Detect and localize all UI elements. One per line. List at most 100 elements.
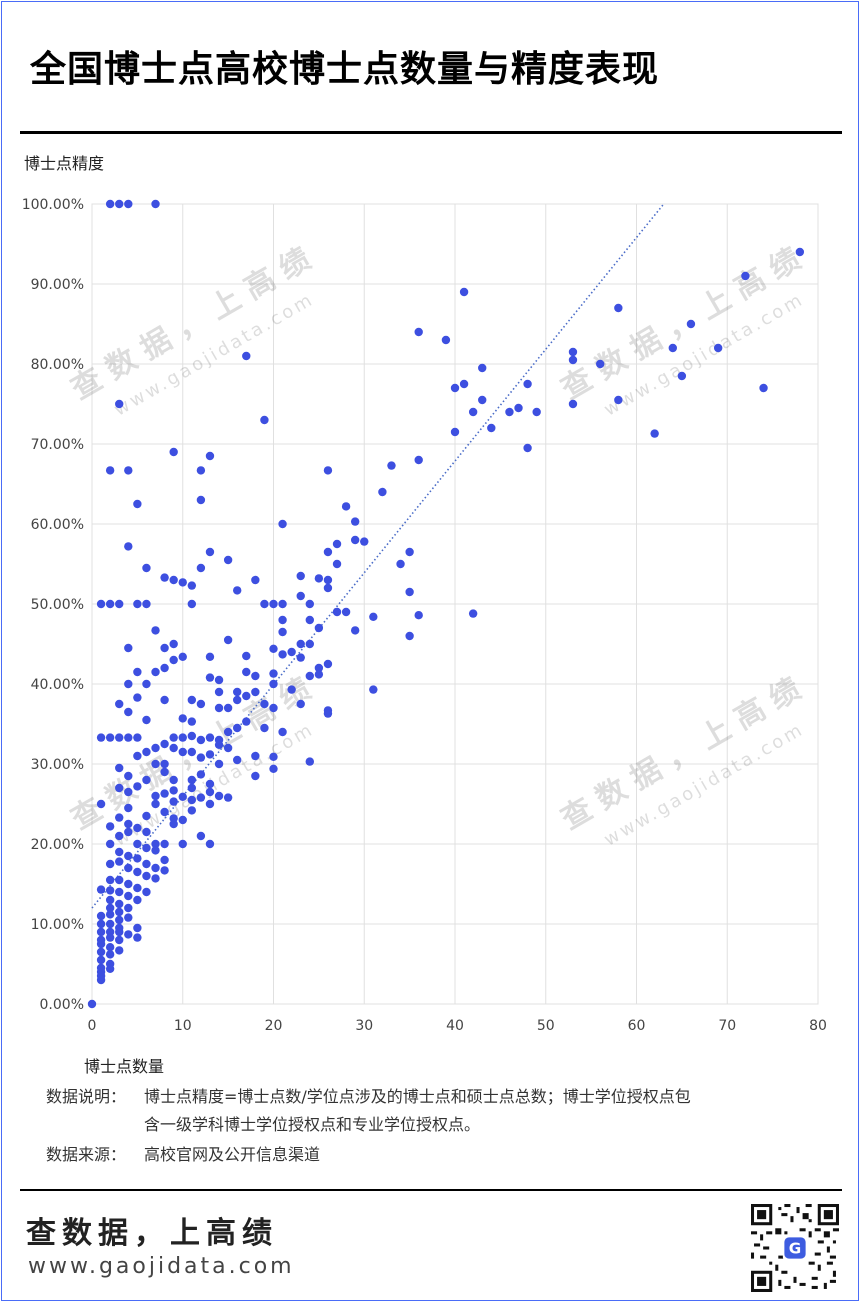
- title-divider: [20, 131, 842, 134]
- data-point: [387, 461, 396, 470]
- data-point: [468, 407, 478, 417]
- data-point: [115, 899, 124, 909]
- data-point: [205, 547, 215, 557]
- data-point: [187, 747, 197, 757]
- data-point: [614, 395, 623, 405]
- data-point: [151, 759, 160, 769]
- data-point: [169, 775, 178, 785]
- data-point: [341, 607, 351, 617]
- data-point: [305, 599, 314, 609]
- data-point: [105, 859, 115, 869]
- x-axis-label: 博士点数量: [84, 1057, 165, 1076]
- data-point: [568, 399, 578, 409]
- data-point: [305, 639, 314, 649]
- data-point: [596, 359, 605, 369]
- data-point: [178, 652, 187, 661]
- data-point: [151, 799, 160, 809]
- data-point: [187, 775, 197, 785]
- data-point: [169, 743, 178, 753]
- data-point: [142, 679, 151, 689]
- y-tick-label: 30.00%: [31, 757, 84, 773]
- data-point: [124, 787, 133, 797]
- data-point: [115, 699, 124, 709]
- data-point: [332, 539, 342, 549]
- data-point: [160, 807, 169, 817]
- data-point: [260, 723, 269, 733]
- data-source: 数据来源： 高校官网及公开信息渠道: [46, 1141, 320, 1169]
- data-point: [178, 578, 187, 587]
- trendline-path: [91, 203, 665, 909]
- data-point: [124, 891, 133, 901]
- x-tick-label: 0: [88, 1018, 97, 1034]
- data-point: [187, 599, 197, 609]
- data-point: [287, 647, 296, 657]
- data-point: [223, 727, 233, 737]
- data-point: [686, 319, 696, 329]
- data-point: [251, 751, 260, 761]
- data-point: [269, 599, 278, 609]
- data-point: [96, 599, 106, 609]
- data-point: [124, 879, 133, 889]
- data-point: [133, 782, 142, 791]
- data-point: [160, 767, 169, 777]
- data-point: [187, 783, 197, 793]
- data-point: [205, 799, 215, 809]
- data-point: [115, 199, 124, 209]
- data-point: [142, 843, 151, 853]
- x-tick-labels: 0 10 20 30 40 50 60 70 80: [88, 1018, 827, 1034]
- data-point: [133, 667, 142, 677]
- data-point: [169, 447, 178, 457]
- y-tick-label: 80.00%: [31, 357, 84, 373]
- data-point: [205, 733, 215, 742]
- data-point: [305, 615, 314, 625]
- data-point: [96, 911, 106, 921]
- data-point: [115, 599, 124, 609]
- data-point: [124, 199, 133, 209]
- note-label: 数据说明：: [46, 1087, 127, 1106]
- data-point: [505, 407, 514, 417]
- data-point: [251, 687, 260, 697]
- data-point: [677, 371, 687, 381]
- data-point: [115, 847, 124, 857]
- data-point: [269, 764, 278, 773]
- data-point: [151, 743, 160, 753]
- data-point: [105, 933, 115, 942]
- data-point: [350, 517, 360, 526]
- data-point: [115, 783, 124, 793]
- data-point: [487, 423, 496, 433]
- data-point: [160, 855, 169, 865]
- data-point: [96, 885, 106, 894]
- data-point: [314, 663, 324, 673]
- data-point: [133, 499, 142, 509]
- data-point: [223, 635, 233, 645]
- data-point: [105, 964, 115, 973]
- data-point: [214, 759, 224, 769]
- data-point: [196, 735, 206, 745]
- data-point: [242, 717, 251, 726]
- data-points: [87, 199, 805, 1009]
- data-point: [323, 575, 333, 585]
- data-point: [223, 793, 233, 802]
- data-point: [142, 859, 151, 869]
- chart-grid: [91, 203, 819, 1005]
- data-point: [196, 770, 206, 779]
- data-point: [96, 939, 106, 949]
- data-point: [223, 555, 233, 565]
- data-point: [151, 199, 160, 209]
- y-tick-label: 70.00%: [31, 437, 84, 453]
- data-point: [160, 839, 169, 849]
- data-point: [296, 571, 305, 581]
- data-point: [105, 919, 115, 929]
- data-point: [523, 379, 532, 389]
- data-point: [124, 903, 133, 913]
- data-point: [360, 537, 369, 546]
- data-point: [323, 466, 333, 475]
- data-point: [396, 559, 405, 569]
- data-point: [278, 519, 287, 529]
- data-point: [160, 643, 169, 653]
- data-point: [133, 883, 142, 893]
- data-point: [214, 687, 224, 697]
- data-point: [124, 913, 133, 922]
